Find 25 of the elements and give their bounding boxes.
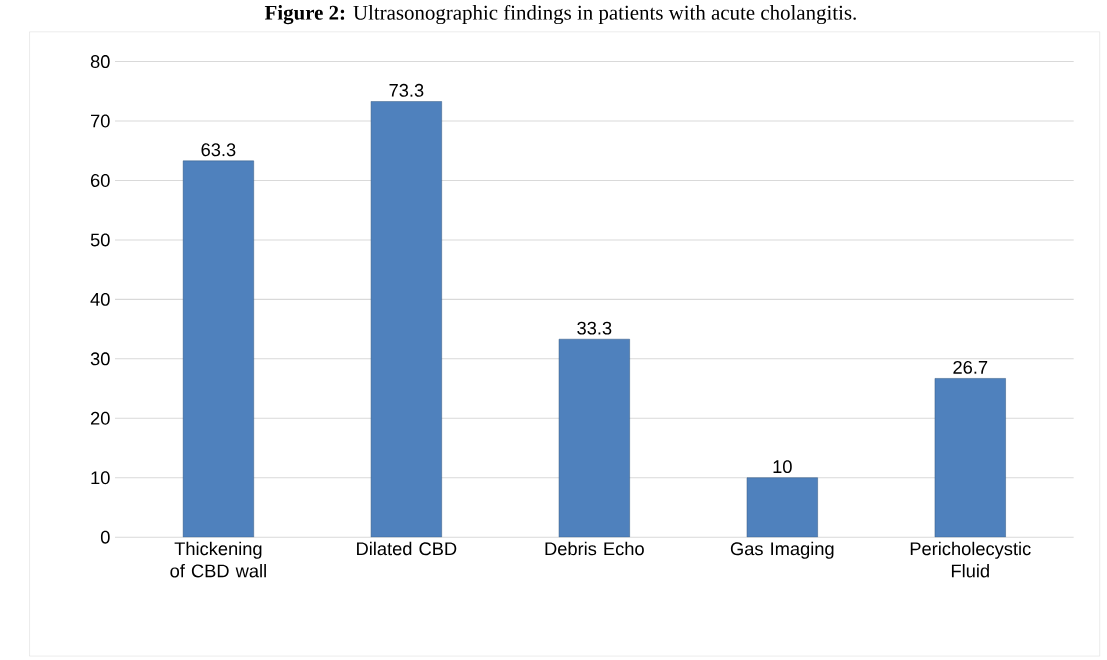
chart-title: Figure 2: Ultrasonographic findings in patients with acute cholangitis.: [264, 4, 856, 25]
data-label: 63.3: [201, 143, 236, 157]
x-tick-label: Gas Imaging: [730, 541, 834, 559]
x-tick-label: Debris Echo: [545, 541, 644, 556]
y-tick-label: 0: [100, 530, 110, 544]
x-tick-label: Dilated CBD: [357, 541, 457, 556]
x-tick-label: Thickening of CBD wall: [170, 541, 266, 578]
y-tick-label: 70: [91, 114, 110, 128]
y-tick-label: 20: [90, 411, 110, 425]
y-tick-label: 10: [91, 471, 110, 485]
bar: [934, 378, 1006, 538]
y-tick-label: 50: [90, 233, 110, 247]
y-tick-label: 80: [90, 55, 110, 69]
x-tick-label: Pericholecystic Fluid: [910, 541, 1031, 578]
data-label: 26.7: [953, 360, 988, 374]
data-label: 33.3: [577, 321, 612, 335]
bar: [558, 338, 630, 538]
data-label: 73.3: [389, 83, 424, 97]
y-tick-label: 30: [90, 352, 110, 366]
data-label: 10: [773, 460, 792, 474]
y-tick-label: 60: [90, 173, 110, 187]
bar: [370, 101, 442, 538]
bar: [182, 160, 254, 538]
y-tick-label: 40: [90, 292, 110, 306]
bar: [746, 477, 818, 538]
